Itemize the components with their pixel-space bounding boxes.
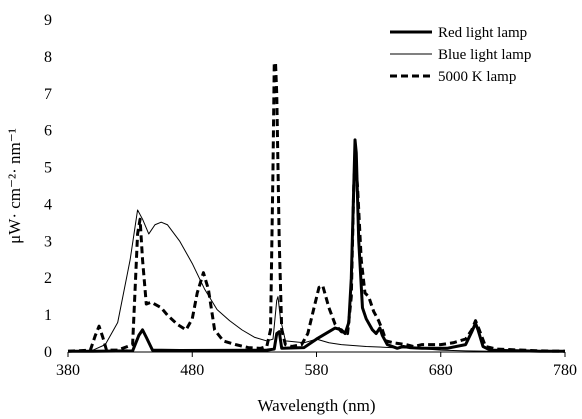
y-axis-label: μW· cm⁻²· nm⁻¹ (5, 128, 24, 244)
series-line-2 (67, 209, 566, 353)
y-tick-label: 3 (44, 233, 52, 250)
plot-series-group (67, 60, 566, 353)
y-tick-label: 7 (44, 86, 52, 103)
x-axis-label: Wavelength (nm) (257, 396, 375, 415)
x-tick-label: 480 (180, 362, 204, 379)
series-line-1 (68, 138, 565, 353)
y-tick-label: 4 (44, 196, 52, 213)
y-tick-label: 6 (44, 123, 52, 140)
x-tick-label: 580 (305, 362, 329, 379)
y-tick-label: 0 (44, 344, 52, 361)
legend: Red light lamp Blue light lamp 5000 K lamp (390, 25, 531, 85)
y-axis-ticks: 0 1 2 3 4 5 6 7 8 9 (44, 12, 52, 361)
x-axis-ticks: 380 480 580 680 780 (56, 352, 577, 379)
legend-label-3: 5000 K lamp (438, 69, 516, 85)
y-tick-label: 2 (44, 270, 52, 287)
legend-label-2: Blue light lamp (438, 47, 531, 63)
y-tick-label: 8 (44, 49, 52, 66)
series-line-3 (67, 60, 566, 353)
x-tick-label: 680 (429, 362, 453, 379)
x-tick-label: 780 (553, 362, 577, 379)
x-tick-label: 380 (56, 362, 80, 379)
y-tick-label: 5 (44, 160, 52, 177)
y-tick-label: 1 (44, 307, 52, 324)
y-tick-label: 9 (44, 12, 52, 29)
legend-label-1: Red light lamp (438, 25, 527, 41)
